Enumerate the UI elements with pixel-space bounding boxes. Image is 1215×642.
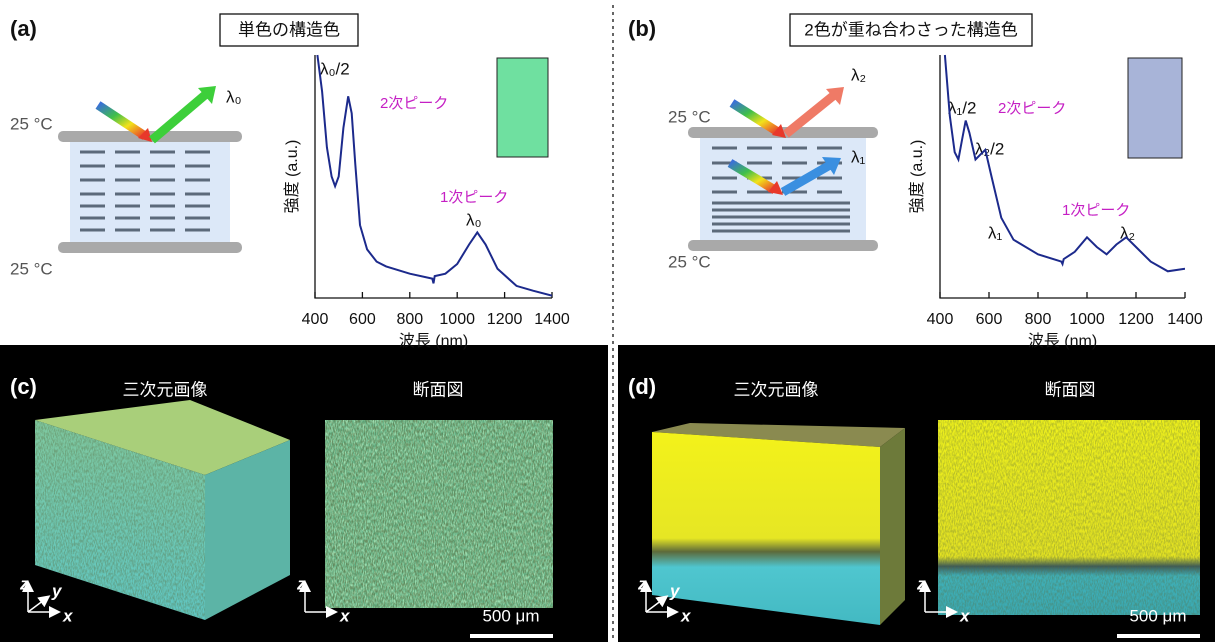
annotation: λ₂ <box>1120 223 1135 242</box>
beam-label: λ₂ <box>851 65 866 84</box>
title-box <box>789 13 1033 47</box>
temperature: 25 °C <box>668 252 711 271</box>
inset-photo <box>1127 57 1183 159</box>
annotation: 1次ピーク <box>440 189 508 206</box>
x-tick-label: 1000 <box>439 311 475 328</box>
panel-title: 2色が重ね合わさった構造色 <box>804 20 1017 39</box>
spectrum-line <box>943 54 1185 273</box>
temperature: 25 °C <box>10 114 53 133</box>
axis-label: x <box>62 606 74 625</box>
title-box <box>219 13 359 47</box>
axis-label: y <box>669 581 681 600</box>
x-tick-label: 1200 <box>487 311 523 328</box>
axis-label: x <box>959 606 971 625</box>
x-tick-label: 1400 <box>1167 311 1203 328</box>
x-tick-label: 1200 <box>1118 311 1154 328</box>
y-axis-label: 強度 (a.u.) <box>283 140 301 214</box>
diagram <box>688 87 878 251</box>
axis-label: z <box>637 574 647 593</box>
annotation: λ₁ <box>988 223 1003 242</box>
annotation: λ₀ <box>466 210 482 229</box>
y-axis-label: 強度 (a.u.) <box>908 140 926 214</box>
annotation: 2次ピーク <box>380 95 448 112</box>
x-tick-label: 1400 <box>534 311 570 328</box>
x-tick-label: 600 <box>349 311 376 328</box>
x-axis-label: 波長 (nm) <box>1028 332 1097 350</box>
x-tick-label: 800 <box>1025 311 1052 328</box>
x-tick-label: 800 <box>396 311 423 328</box>
annotation: 1次ピーク <box>1062 202 1130 219</box>
panel-label: (d) <box>628 374 656 399</box>
cube-image <box>652 423 905 625</box>
panel-label: (a) <box>10 16 37 41</box>
inset-photo <box>496 57 549 158</box>
x-tick-label: 1000 <box>1069 311 1105 328</box>
x-tick-label: 400 <box>927 311 954 328</box>
annotation: λ₀/2 <box>320 59 350 78</box>
cross-section-image <box>938 420 1200 615</box>
scale-label: 500 μm <box>1129 606 1186 625</box>
panel-label: (c) <box>10 374 37 399</box>
panel-title: 単色の構造色 <box>238 20 340 39</box>
axis-label: x <box>680 606 692 625</box>
diagram <box>58 86 242 253</box>
view-title: 断面図 <box>413 380 464 399</box>
axis-label: z <box>916 574 926 593</box>
axis-label: x <box>339 606 351 625</box>
cube-image <box>35 400 290 620</box>
x-axis-label: 波長 (nm) <box>399 332 468 350</box>
view-title: 三次元画像 <box>123 380 208 399</box>
axis-label: z <box>19 574 29 593</box>
axis-label: y <box>51 581 63 600</box>
axis-label: z <box>296 574 306 593</box>
panel-label: (b) <box>628 16 656 41</box>
spectrum-line <box>316 54 552 297</box>
beam-label: λ₁ <box>851 147 866 166</box>
axis-triad <box>22 580 338 618</box>
view-title: 断面図 <box>1045 380 1096 399</box>
axis-triad <box>640 580 958 618</box>
x-tick-label: 600 <box>976 311 1003 328</box>
x-tick-label: 400 <box>302 311 329 328</box>
temperature: 25 °C <box>10 259 53 278</box>
annotation: λ₁/2 <box>948 98 976 117</box>
cross-section-image <box>325 420 553 608</box>
annotation: 2次ピーク <box>998 100 1066 117</box>
scale-label: 500 μm <box>482 606 539 625</box>
temperature: 25 °C <box>668 107 711 126</box>
beam-label: λ₀ <box>226 87 242 106</box>
view-title: 三次元画像 <box>734 380 819 399</box>
